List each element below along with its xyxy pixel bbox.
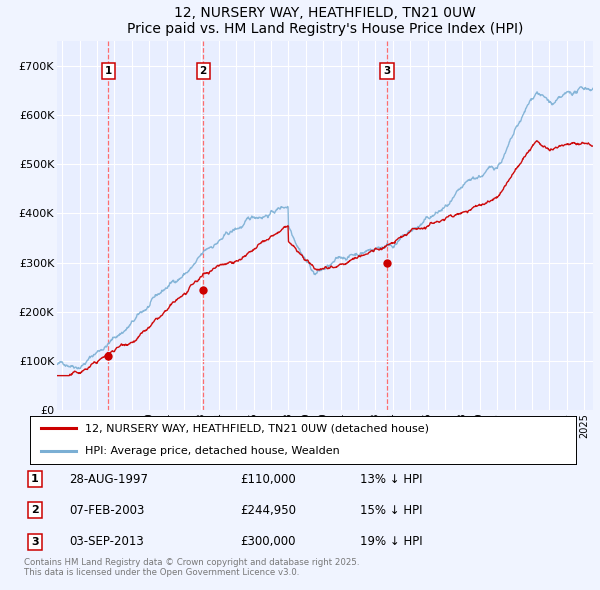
Text: 1: 1 — [31, 474, 38, 484]
Text: £244,950: £244,950 — [240, 504, 296, 517]
Text: 19% ↓ HPI: 19% ↓ HPI — [360, 535, 422, 548]
Text: 2: 2 — [200, 66, 207, 76]
Text: 3: 3 — [31, 537, 38, 546]
Text: 15% ↓ HPI: 15% ↓ HPI — [360, 504, 422, 517]
Text: 03-SEP-2013: 03-SEP-2013 — [69, 535, 144, 548]
Text: HPI: Average price, detached house, Wealden: HPI: Average price, detached house, Weal… — [85, 446, 340, 456]
Text: £300,000: £300,000 — [240, 535, 296, 548]
Text: £110,000: £110,000 — [240, 473, 296, 486]
Text: 12, NURSERY WAY, HEATHFIELD, TN21 0UW (detached house): 12, NURSERY WAY, HEATHFIELD, TN21 0UW (d… — [85, 423, 428, 433]
Title: 12, NURSERY WAY, HEATHFIELD, TN21 0UW
Price paid vs. HM Land Registry's House Pr: 12, NURSERY WAY, HEATHFIELD, TN21 0UW Pr… — [127, 6, 523, 36]
Text: 2: 2 — [31, 506, 38, 515]
Text: 07-FEB-2003: 07-FEB-2003 — [69, 504, 145, 517]
Text: 28-AUG-1997: 28-AUG-1997 — [69, 473, 148, 486]
Text: 3: 3 — [383, 66, 391, 76]
Text: 1: 1 — [105, 66, 112, 76]
Text: 13% ↓ HPI: 13% ↓ HPI — [360, 473, 422, 486]
Text: Contains HM Land Registry data © Crown copyright and database right 2025.
This d: Contains HM Land Registry data © Crown c… — [24, 558, 359, 577]
